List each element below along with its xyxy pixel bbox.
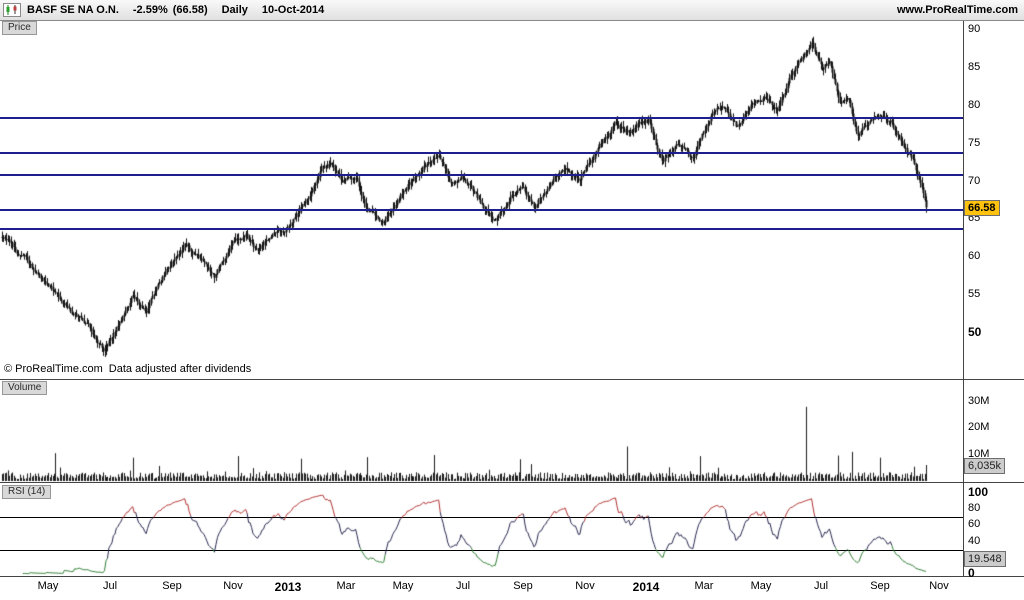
price-axis-label: 70 [968, 174, 981, 187]
tab-rsi[interactable]: RSI (14) [2, 485, 52, 499]
rsi-axis-label: 100 [968, 485, 989, 499]
symbol-name: BASF SE NA O.N. [27, 4, 119, 16]
resistance-line [0, 208, 963, 211]
price-axis-label: 80 [968, 98, 981, 111]
rsi-axis-label: 40 [968, 534, 981, 547]
price-axis-label: 60 [968, 250, 981, 263]
time-axis-label: Sep [870, 580, 890, 592]
price-axis-label: 75 [968, 136, 981, 149]
time-axis-label: Jul [813, 580, 829, 592]
value-axis-border [963, 20, 964, 576]
price-volume-separator [0, 379, 1024, 380]
tab-volume[interactable]: Volume [2, 381, 48, 395]
volume-axis-label: 10M [968, 447, 990, 460]
tab-price[interactable]: Price [2, 21, 37, 35]
last-rsi-badge: 19.548 [964, 551, 1006, 567]
time-axis-label: Nov [223, 580, 243, 592]
time-axis-label: 2014 [632, 580, 660, 594]
rsi-axis-label: 0 [968, 566, 975, 580]
price-axis-label: 55 [968, 288, 981, 301]
price-axis-label: 85 [968, 60, 981, 73]
time-axis-label: Mar [694, 580, 714, 592]
time-axis-label: 2013 [274, 580, 302, 594]
time-axis-label: Sep [513, 580, 533, 592]
time-axis-label: Jul [102, 580, 118, 592]
time-axis-label: Nov [575, 580, 595, 592]
price-axis-label: 50 [968, 325, 982, 339]
website-link[interactable]: www.ProRealTime.com [896, 4, 1018, 16]
copyright-note: © ProRealTime.com Data adjusted after div… [4, 363, 257, 375]
volume-rsi-separator [0, 482, 1024, 483]
last-price: (66.58) [172, 4, 208, 16]
change-percent: -2.59% [132, 4, 168, 16]
time-axis-label: Sep [162, 580, 182, 592]
candlestick-logo-icon [3, 3, 21, 17]
last-volume-badge: 6,035k [964, 458, 1006, 474]
last-price-badge: 66.58 [964, 200, 1000, 216]
time-axis-border [0, 576, 1024, 577]
copyright-text: © ProRealTime.com [4, 363, 103, 375]
resistance-line [0, 228, 963, 231]
time-axis-label: May [37, 580, 59, 592]
resistance-line [0, 116, 963, 119]
header-bar: BASF SE NA O.N. -2.59% (66.58) Daily 10-… [0, 0, 1024, 21]
resistance-line [0, 151, 963, 154]
rsi-axis-label: 80 [968, 502, 981, 515]
time-axis-label: Nov [929, 580, 949, 592]
volume-axis-label: 30M [968, 394, 990, 407]
time-axis-label: May [392, 580, 414, 592]
resistance-line [0, 173, 963, 176]
time-axis-label: May [750, 580, 772, 592]
price-axis-label: 90 [968, 23, 981, 35]
timeframe: Daily [221, 4, 248, 16]
volume-axis-label: 20M [968, 421, 990, 433]
time-axis-label: Mar [336, 580, 356, 592]
header-date: 10-Oct-2014 [261, 4, 325, 16]
dividends-note: Data adjusted after dividends [108, 363, 252, 375]
time-axis-label: Jul [455, 580, 471, 592]
rsi-axis-label: 60 [968, 518, 981, 531]
